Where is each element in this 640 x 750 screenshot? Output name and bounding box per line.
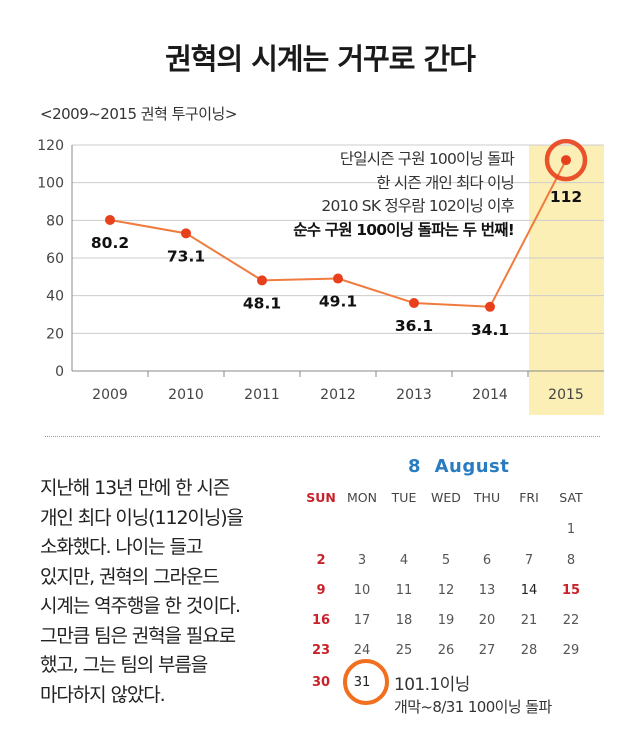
label-2013: 36.1: [395, 317, 433, 335]
label-2009: 80.2: [91, 234, 129, 252]
point-2014: [485, 301, 495, 312]
calendar-day-30: 30: [311, 675, 331, 690]
y-tick-0: 0: [55, 364, 64, 380]
paragraph-line: 그만큼 팀은 권혁을 필요로: [40, 624, 236, 647]
y-tick-120: 120: [37, 138, 64, 154]
highlight-ring: [544, 138, 588, 182]
annotation-line-1: 단일시즌 구원 100이닝 돌파: [339, 150, 515, 168]
x-tick-2009: 2009: [92, 387, 128, 403]
calendar-day-29: 29: [562, 643, 580, 658]
calendar-day-4: 4: [399, 553, 409, 568]
calendar-day-21: 21: [520, 613, 538, 628]
annotation-strong: 순수 구원 100이닝 돌파는 두 번째!: [293, 220, 515, 239]
weekday-mon: MON: [347, 490, 377, 505]
calendar-day-28: 28: [520, 643, 538, 658]
paragraph-line: 개인 최다 이닝(112이닝)을: [40, 506, 244, 529]
grid-lines: [71, 144, 604, 377]
x-tick-2010: 2010: [168, 387, 204, 403]
paragraph-line: 있지만, 권혁의 그라운드: [40, 565, 220, 588]
weekday-fri: FRI: [519, 490, 539, 505]
paragraph-line: 지난해 13년 만에 한 시즌: [40, 477, 230, 499]
calendar-day-12: 12: [437, 583, 455, 598]
calendar-day-15: 15: [561, 583, 581, 598]
x-tick-labels: 2009 2010 2011 2012 2013 2014 2015: [92, 387, 584, 403]
x-tick-2013: 2013: [396, 387, 432, 403]
calendar-day-6: 6: [482, 553, 492, 568]
data-points: [105, 138, 588, 312]
x-tick-2015: 2015: [548, 387, 584, 403]
highlight-2015-band: [529, 145, 604, 415]
data-labels: 80.2 73.1 48.1 49.1 36.1 34.1 112: [91, 188, 582, 339]
calendar-day-11: 11: [395, 583, 413, 598]
calendar-day-14: 14: [520, 583, 538, 598]
y-tick-labels: 0 20 40 60 80 100 120: [37, 138, 64, 380]
page-title: 권혁의 시계는 거꾸로 간다: [165, 42, 476, 76]
weekday-wed: WED: [431, 490, 461, 505]
calendar-day-7: 7: [524, 553, 534, 568]
calendar-day-17: 17: [353, 613, 371, 628]
point-2015: [561, 155, 571, 166]
chart-subtitle: <2009~2015 권혁 투구이닝>: [40, 105, 237, 123]
annotation-line-3: 2010 SK 정우람 102이닝 이후: [321, 197, 514, 215]
label-2010: 73.1: [167, 247, 205, 265]
calendar-day-3: 3: [357, 553, 367, 568]
y-tick-80: 80: [46, 213, 64, 229]
calendar-day-18: 18: [395, 613, 413, 628]
y-tick-60: 60: [46, 251, 64, 267]
calendar-day-25: 25: [395, 643, 413, 658]
point-2010: [181, 228, 191, 239]
calendar-note: 101.1이닝 개막~8/31 100이닝 돌파: [394, 674, 552, 718]
point-2013: [409, 298, 419, 309]
label-2014: 34.1: [471, 321, 509, 339]
body-paragraph: 지난해 13년 만에 한 시즌 개인 최다 이닝(112이닝)을 소화했다. 나…: [40, 474, 290, 710]
calendar-month-number: 8: [408, 456, 422, 477]
calendar-day-19: 19: [437, 613, 455, 628]
point-2011: [257, 275, 267, 286]
calendar-note-innings: 101.1이닝: [394, 675, 470, 695]
calendar-title: 8 August: [408, 456, 509, 477]
weekday-sun: SUN: [306, 490, 336, 505]
calendar-day-23: 23: [311, 643, 331, 658]
point-2009: [105, 214, 115, 225]
paragraph-line: 마다하지 않았다.: [40, 683, 166, 706]
label-2015: 112: [550, 188, 582, 206]
calendar-day-1: 1: [566, 522, 576, 537]
calendar-day-20: 20: [478, 613, 496, 628]
y-tick-40: 40: [46, 289, 64, 305]
calendar-day-2: 2: [316, 553, 326, 568]
paragraph-line: 소화했다. 나이는 들고: [40, 536, 203, 558]
calendar-day-9: 9: [316, 583, 326, 598]
calendar-day-22: 22: [562, 613, 580, 628]
annotation-line-2: 한 시즌 개인 최다 이닝: [376, 173, 514, 192]
paragraph-line: 했고, 그는 팀의 부름을: [40, 654, 208, 676]
y-tick-20: 20: [46, 326, 64, 342]
point-2012: [333, 273, 343, 284]
calendar-day-10: 10: [353, 583, 371, 598]
weekday-sat: SAT: [559, 490, 583, 505]
x-tick-2012: 2012: [320, 387, 356, 403]
calendar-day-13: 13: [478, 583, 496, 598]
x-tick-2011: 2011: [244, 387, 280, 403]
calendar-day-26: 26: [437, 643, 455, 658]
label-2012: 49.1: [319, 293, 357, 311]
calendar-day-16: 16: [311, 613, 331, 628]
chart-annotation: 단일시즌 구원 100이닝 돌파 한 시즌 개인 최다 이닝 2010 SK 정…: [293, 148, 515, 242]
y-tick-100: 100: [37, 176, 64, 192]
calendar-day-24: 24: [353, 643, 371, 658]
label-2011: 48.1: [243, 294, 281, 312]
calendar-day-5: 5: [441, 553, 451, 568]
x-tick-2014: 2014: [472, 387, 508, 403]
paragraph-line: 시계는 역주행을 한 것이다.: [40, 595, 241, 617]
dotted-divider: [45, 436, 600, 437]
weekday-tue: TUE: [391, 490, 417, 505]
calendar-day-27: 27: [478, 643, 496, 658]
calendar-month-name: August: [434, 456, 510, 477]
calendar-day-8: 8: [566, 553, 576, 568]
highlight-day-circle: [343, 659, 389, 705]
calendar-note-detail: 개막~8/31 100이닝 돌파: [394, 698, 552, 716]
innings-line-chart: 0 20 40 60 80 100 120 2009 2010 2011 2012 2013 2014…: [37, 138, 604, 415]
weekday-thu: THU: [473, 490, 501, 505]
